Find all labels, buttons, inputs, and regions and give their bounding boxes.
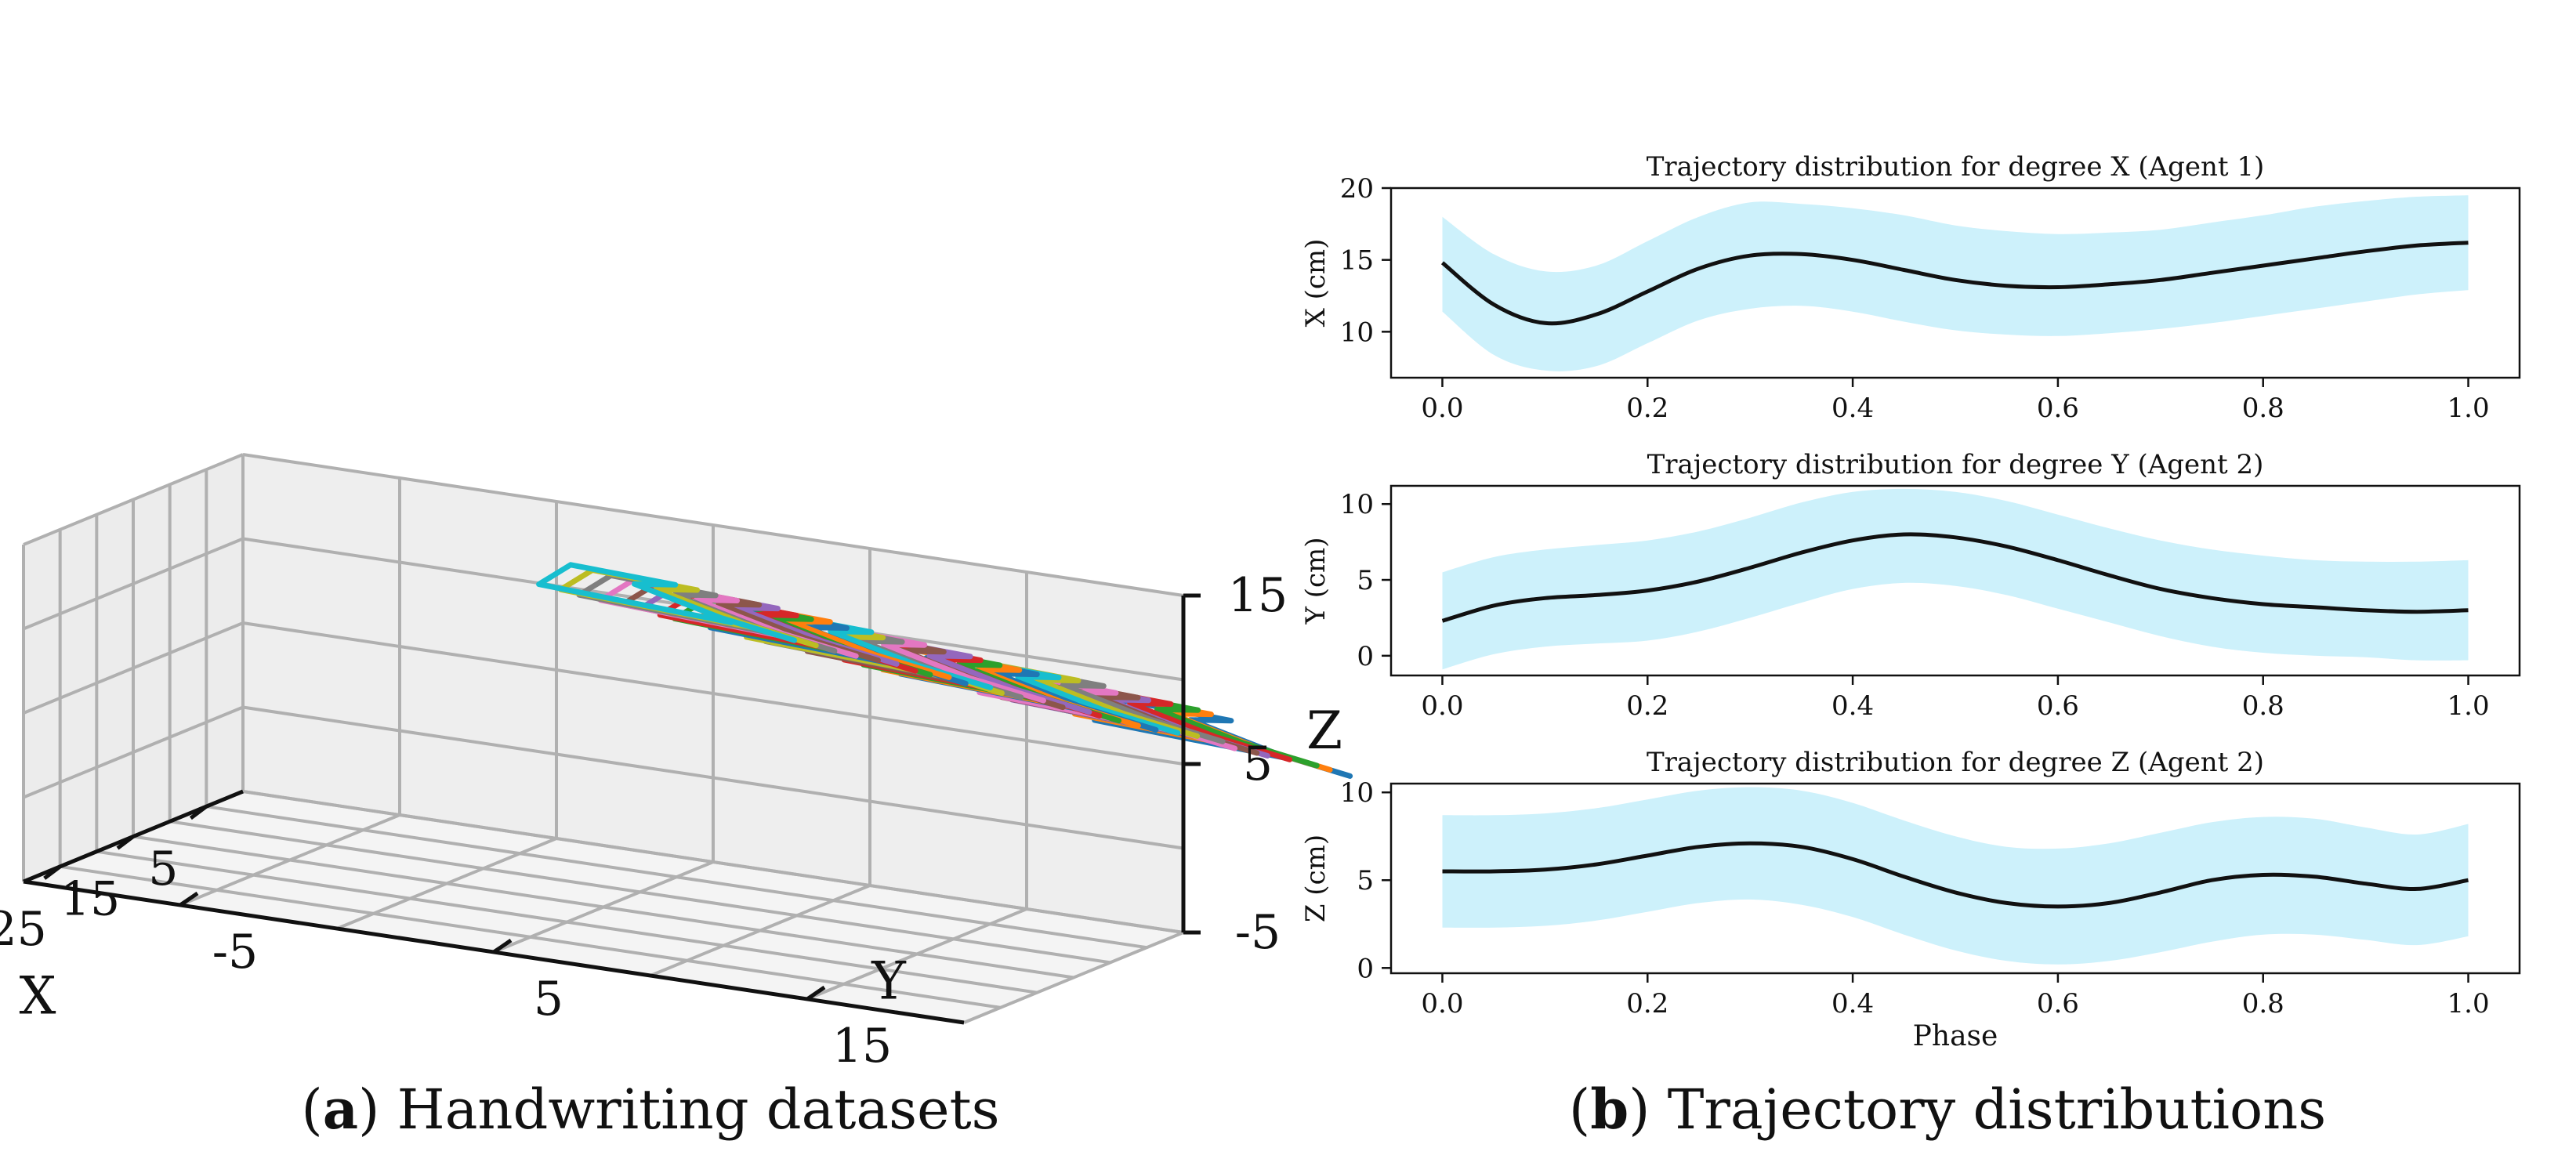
panel-a-caption-text: Handwriting datasets bbox=[397, 1077, 1000, 1142]
y-tick-label: 5 bbox=[1357, 565, 1374, 596]
y-axis-label: Y (cm) bbox=[1300, 537, 1331, 625]
y-tick-label: 10 bbox=[1340, 489, 1374, 520]
subplot-title: Trajectory distribution for degree X (Ag… bbox=[1647, 151, 2265, 183]
x-tick-label: 0.6 bbox=[2037, 690, 2079, 722]
back-grid-z bbox=[242, 705, 1184, 850]
x-tick bbox=[43, 864, 62, 880]
z-tick-label: 15 bbox=[1228, 568, 1288, 623]
y-axis-label: X (cm) bbox=[1300, 239, 1331, 328]
subplot-x: Trajectory distribution for degree X (Ag… bbox=[1300, 151, 2521, 424]
x-tick-label: 0.8 bbox=[2242, 988, 2284, 1019]
x-tick-label: 0.8 bbox=[2242, 690, 2284, 722]
y-tick-label: 10 bbox=[1340, 777, 1374, 809]
x-tick-label: 0.4 bbox=[1831, 393, 1874, 424]
y-tick bbox=[806, 985, 826, 1001]
x-axis-label: Phase bbox=[1913, 1020, 1998, 1052]
x-tick-label: 0.2 bbox=[1626, 988, 1668, 1019]
x-tick-label: 0.6 bbox=[2037, 393, 2079, 424]
confidence-band bbox=[1442, 195, 2469, 371]
y-axis-label: Y bbox=[871, 951, 907, 1012]
z-tick-label: -5 bbox=[1235, 905, 1281, 960]
x-tick-label: 0.8 bbox=[2242, 393, 2284, 424]
floor-grid-y bbox=[650, 884, 871, 977]
subplot-z: Trajectory distribution for degree Z (Ag… bbox=[1300, 747, 2521, 1052]
subplot-title: Trajectory distribution for degree Y (Ag… bbox=[1647, 449, 2264, 480]
x-tick-label: 15 bbox=[60, 872, 120, 927]
floor-grid-y bbox=[179, 813, 400, 907]
trajectory-series bbox=[536, 562, 1353, 779]
panel-b-caption: (b) Trajectory distributions bbox=[1569, 1077, 2326, 1142]
x-tick-label: 5 bbox=[148, 842, 178, 896]
panel-a-caption: (a) Handwriting datasets bbox=[301, 1077, 999, 1142]
x-tick-label: 0.0 bbox=[1421, 988, 1463, 1019]
y-tick-label: 15 bbox=[1340, 245, 1374, 277]
x-tick-label: 0.4 bbox=[1831, 690, 1874, 722]
left-grid-z bbox=[23, 621, 244, 715]
y-tick-label: -5 bbox=[212, 925, 258, 980]
y-tick-label: 10 bbox=[1340, 317, 1374, 348]
x-axis-label: X bbox=[20, 966, 56, 1027]
x-tick-label: 1.0 bbox=[2447, 690, 2490, 722]
x-tick-label: 0.0 bbox=[1421, 690, 1463, 722]
y-tick-label: 5 bbox=[1357, 865, 1374, 896]
mean-trajectory-line bbox=[1442, 841, 2469, 909]
panel-b-distribution-plots: Trajectory distribution for degree X (Ag… bbox=[1300, 151, 2521, 1052]
z-tick-label: 5 bbox=[1243, 737, 1273, 791]
back-grid-z bbox=[242, 621, 1184, 766]
floor-grid-y bbox=[806, 907, 1027, 1001]
confidence-band bbox=[1442, 488, 2469, 670]
y-axis-label: Z (cm) bbox=[1300, 835, 1331, 922]
x-tick-label: 0.2 bbox=[1626, 393, 1668, 424]
subplot-y: Trajectory distribution for degree Y (Ag… bbox=[1300, 449, 2521, 722]
left-grid-z bbox=[23, 453, 244, 546]
floor-grid-y bbox=[336, 837, 557, 930]
y-tick-label: 5 bbox=[534, 972, 563, 1027]
y-tick bbox=[492, 938, 513, 954]
left-grid-z bbox=[23, 537, 244, 631]
floor-grid-y bbox=[963, 931, 1184, 1024]
y-tick-label: 0 bbox=[1357, 641, 1374, 672]
y-tick-label: 15 bbox=[832, 1019, 892, 1074]
axes-frame bbox=[1389, 782, 2521, 975]
y-tick-label: 0 bbox=[1357, 953, 1374, 984]
panel-b-caption-text: Trajectory distributions bbox=[1668, 1077, 2326, 1142]
x-tick-label: 0.0 bbox=[1421, 393, 1463, 424]
floor-grid-y bbox=[493, 860, 714, 954]
subplot-title: Trajectory distribution for degree Z (Ag… bbox=[1647, 747, 2264, 778]
panel-a-letter: a bbox=[323, 1077, 358, 1142]
mean-trajectory-line bbox=[1441, 532, 2469, 623]
trajectory-line bbox=[536, 562, 797, 643]
x-tick-label: 0.4 bbox=[1831, 988, 1874, 1019]
axes-frame bbox=[1389, 186, 2521, 379]
back-grid-z bbox=[242, 790, 1184, 934]
panel-b-letter: b bbox=[1590, 1077, 1629, 1142]
x-tick-label: 1.0 bbox=[2447, 393, 2490, 424]
z-axis-label: Z bbox=[1306, 701, 1342, 761]
left-grid-z bbox=[23, 705, 244, 799]
x-tick-label: 25 bbox=[0, 902, 47, 957]
x-tick-label: 0.6 bbox=[2037, 988, 2079, 1019]
x-tick bbox=[116, 835, 135, 850]
mean-trajectory-line bbox=[1440, 241, 2469, 326]
y-tick bbox=[179, 891, 199, 907]
x-tick-label: 1.0 bbox=[2447, 988, 2490, 1019]
y-tick-label: 20 bbox=[1340, 173, 1374, 205]
x-tick bbox=[189, 805, 208, 820]
confidence-band bbox=[1442, 787, 2469, 965]
back-grid-z bbox=[242, 453, 1184, 597]
x-tick-label: 0.2 bbox=[1626, 690, 1668, 722]
